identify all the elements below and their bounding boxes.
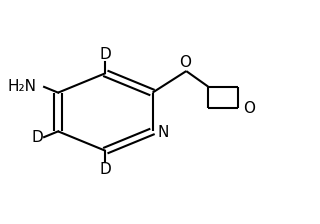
Text: O: O [179,55,191,70]
Text: O: O [244,101,255,116]
Text: D: D [100,162,111,177]
Text: D: D [31,130,43,145]
Text: D: D [100,47,111,62]
Text: N: N [157,125,168,140]
Text: H₂N: H₂N [7,79,36,94]
